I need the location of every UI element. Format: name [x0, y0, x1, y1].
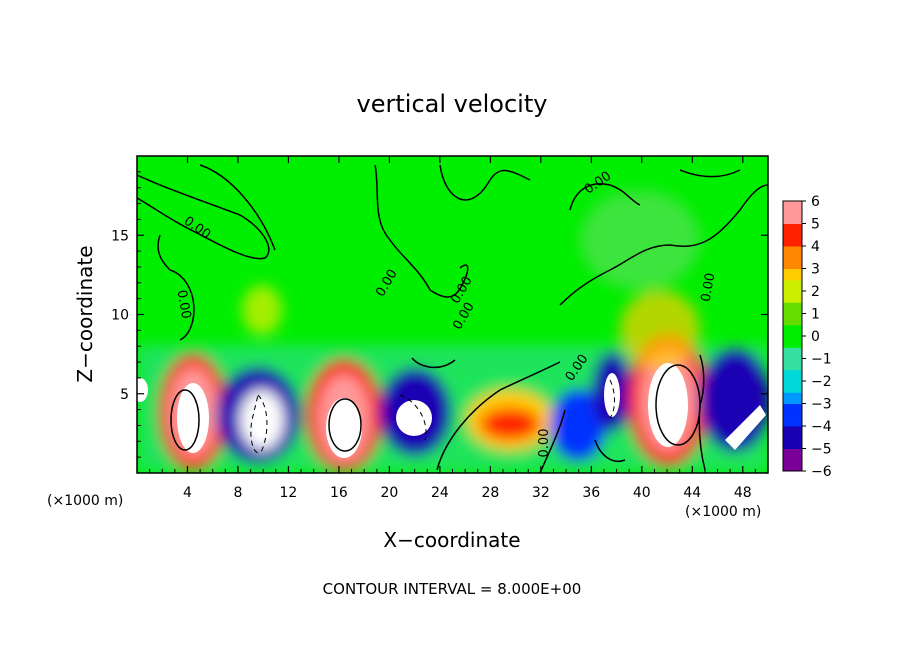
updraft-core: [177, 383, 209, 453]
colorbar-bin: [783, 212, 802, 224]
x-tick-label: 16: [330, 485, 348, 501]
colorbar-bin: [783, 279, 802, 292]
downdraft-core: [137, 378, 148, 402]
colorbar-bin: [783, 448, 802, 461]
colorbar-bin: [783, 347, 802, 359]
x-tick-label: 44: [683, 485, 701, 501]
colorbar-bin: [783, 324, 802, 337]
colorbar-tick-label: 4: [811, 239, 820, 255]
y-axis: 5 10 15: [111, 171, 768, 458]
updraft-core: [648, 363, 688, 447]
colorbar-bin: [783, 459, 802, 472]
downdraft-core: [396, 400, 432, 436]
x-tick-label: 48: [734, 485, 752, 501]
colorbar-bin: [783, 336, 802, 348]
x-tick-label: 36: [582, 485, 600, 501]
x-axis-title: X−coordinate: [383, 528, 520, 552]
contour-label: 0.00: [537, 429, 552, 458]
downdraft-core: [725, 405, 766, 450]
colorbar-tick-label: −2: [811, 374, 832, 390]
colorbar-bin: [783, 426, 802, 438]
contour-interval-note: CONTOUR INTERVAL = 8.000E+00: [323, 580, 582, 598]
colorbar-tick-label: 0: [811, 329, 820, 345]
colorbar-bin: [783, 246, 802, 258]
x-tick-label: 32: [532, 485, 550, 501]
x-unit-right: (×1000 m): [685, 504, 761, 520]
chart-title: vertical velocity: [357, 90, 548, 118]
colorbar-bin: [783, 201, 802, 213]
colorbar-bin: [783, 381, 802, 393]
colorbar-tick-label: −5: [811, 442, 832, 458]
y-tick-label: 5: [120, 387, 129, 403]
downdraft-core: [604, 373, 620, 417]
colorbar-bin: [783, 437, 802, 449]
colorbar-bin: [783, 223, 802, 236]
contour-label: 0.00: [699, 272, 719, 303]
colorbar-bin: [783, 234, 802, 247]
y-tick-label: 15: [111, 228, 129, 244]
colorbar-bin: [783, 369, 802, 382]
y-tick-label: 10: [111, 308, 129, 324]
colorbar-bin: [783, 302, 802, 314]
colorbar-bin: [783, 358, 802, 371]
x-tick-label: 28: [481, 485, 499, 501]
velocity-field: [137, 164, 768, 473]
x-tick-label: 24: [431, 485, 449, 501]
colorbar-tick-label: 5: [811, 217, 820, 233]
x-tick-label: 40: [633, 485, 651, 501]
colorbar-tick-label: −6: [811, 464, 832, 480]
colorbar-bin: [783, 313, 802, 326]
x-axis: 4 8 12 16 20 24 28 32 36 40 44 48: [149, 156, 756, 501]
colorbar-bin: [783, 268, 802, 281]
x-unit-left: (×1000 m): [47, 493, 123, 509]
colorbar-bin: [783, 414, 802, 427]
colorbar-tick-label: −3: [811, 397, 832, 413]
x-tick-label: 4: [183, 485, 192, 501]
colorbar-tick-label: 3: [811, 262, 820, 278]
colorbar-tick-label: 6: [811, 194, 820, 210]
colorbar-bin: [783, 257, 802, 269]
colorbar-bin: [783, 291, 802, 303]
updraft-core: [326, 398, 362, 458]
colorbar-tick-label: 2: [811, 284, 820, 300]
colorbar: 6 5 4 3 2 1 0 −1 −2 −3 −4 −5 −6: [782, 194, 832, 480]
contour-label: 0.00: [174, 289, 194, 320]
colorbar-tick-label: 1: [811, 307, 820, 323]
x-tick-label: 12: [280, 485, 298, 501]
x-tick-label: 8: [233, 485, 242, 501]
colorbar-tick-label: −1: [811, 352, 832, 368]
colorbar-tick-label: −4: [811, 419, 832, 435]
x-tick-label: 20: [380, 485, 398, 501]
y-axis-title: Z−coordinate: [73, 245, 97, 382]
colorbar-bin: [783, 392, 802, 404]
colorbar-bin: [783, 403, 802, 416]
